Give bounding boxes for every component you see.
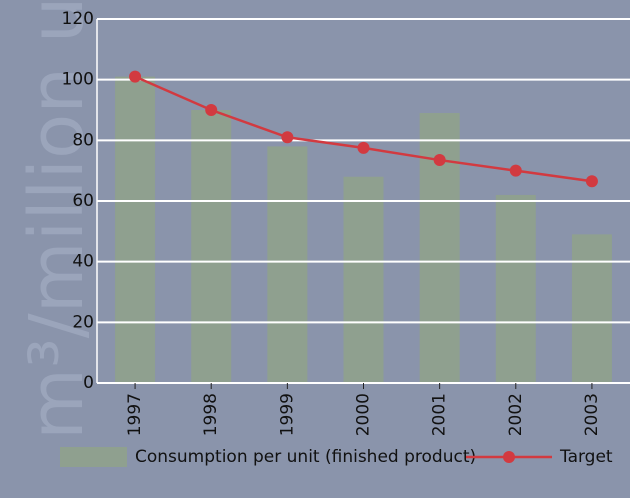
x-tick-label: 1998 xyxy=(201,393,221,436)
target-point xyxy=(129,70,142,83)
bar xyxy=(115,76,156,383)
target-point xyxy=(585,175,598,188)
y-tick-label: 100 xyxy=(62,70,94,90)
x-tick-label: 2001 xyxy=(430,393,450,436)
bar xyxy=(267,146,308,383)
y-tick-label: 80 xyxy=(72,130,94,150)
target-point xyxy=(357,141,370,154)
target-point xyxy=(509,164,522,177)
legend-label: Target xyxy=(559,447,613,467)
x-tick-label: 2000 xyxy=(354,393,374,436)
legend-swatch xyxy=(60,447,127,467)
x-tick-label: 1999 xyxy=(277,393,297,436)
x-tick-label: 2002 xyxy=(506,393,526,436)
y-tick-label: 120 xyxy=(62,9,94,29)
x-tick-label: 2003 xyxy=(582,393,602,436)
y-tick-label: 0 xyxy=(83,373,94,393)
y-tick-label: 60 xyxy=(72,191,94,211)
legend-label: Consumption per unit (finished product) xyxy=(135,447,476,467)
bar xyxy=(495,194,536,383)
bar xyxy=(191,110,232,383)
bar xyxy=(343,176,384,383)
x-tick-label: 1997 xyxy=(125,393,145,436)
bar xyxy=(571,234,612,383)
target-point xyxy=(433,154,446,167)
target-point xyxy=(281,131,294,144)
target-point xyxy=(205,104,218,116)
y-axis-label: m³/million units xyxy=(14,0,100,440)
legend-point xyxy=(503,451,515,463)
y-tick-label: 20 xyxy=(72,312,94,332)
y-tick-label: 40 xyxy=(72,252,94,272)
bar xyxy=(419,113,460,384)
